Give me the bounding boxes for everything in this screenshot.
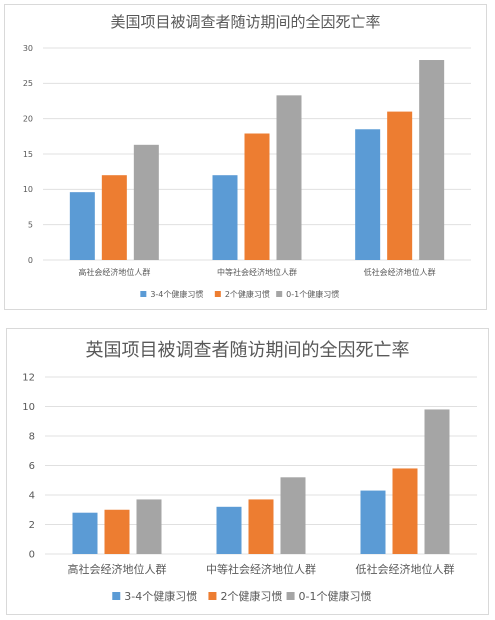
x-category-label: 高社会经济地位人群 [68,562,167,576]
bar [104,509,130,554]
bar [216,506,242,554]
bar [355,129,381,260]
x-category-label: 低社会经济地位人群 [364,267,436,277]
bar [69,192,95,260]
legend-swatch [214,291,221,297]
y-tick-label: 0 [28,256,33,265]
x-category-label: 低社会经济地位人群 [356,562,455,576]
legend-label: 0-1个健康习惯 [299,589,372,603]
y-tick-label: 10 [23,185,33,194]
legend-swatch [208,592,217,600]
y-tick-label: 4 [29,491,35,502]
y-tick-label: 15 [23,150,33,159]
bar [387,111,413,260]
chart-panel-us: 美国项目被调查者随访期间的全因死亡率 0 5 10 15 20 25 30 高社会经济地位人群 中… [4,4,487,310]
legend-label: 2个健康习惯 [225,289,270,299]
bar [212,175,238,260]
chart-panel-uk: 英国项目被调查者随访期间的全因死亡率 0 2 4 6 8 10 12 高社会经济地位人群 中等社会… [6,328,489,615]
legend-label: 3-4个健康习惯 [150,289,203,299]
chart-uk: 英国项目被调查者随访期间的全因死亡率 0 2 4 6 8 10 12 高社会经济地位人群 中等社会… [22,340,477,603]
bar [133,144,159,260]
chart-title: 英国项目被调查者随访期间的全因死亡率 [86,340,410,361]
legend: 3-4个健康习惯 2个健康习惯 0-1个健康习惯 [112,589,372,603]
bar [72,512,98,554]
legend-swatch [112,592,121,600]
bar [392,468,418,554]
legend-label: 2个健康习惯 [220,589,282,603]
bar [276,95,302,260]
chart-title: 美国项目被调查者随访期间的全因死亡率 [110,13,380,31]
legend-swatch [286,592,295,600]
y-tick-label: 6 [29,461,35,472]
legend-label: 0-1个健康习惯 [286,289,339,299]
bar [424,409,450,554]
legend-swatch [140,291,147,297]
legend-label: 3-4个健康习惯 [124,589,197,603]
y-tick-label: 5 [28,220,33,229]
x-category-label: 高社会经济地位人群 [78,267,150,277]
y-tick-label: 30 [23,44,33,53]
y-tick-label: 10 [22,402,35,413]
bar [360,490,386,554]
y-tick-label: 0 [29,550,35,561]
legend: 3-4个健康习惯 2个健康习惯 0-1个健康习惯 [140,289,339,299]
y-tick-label: 20 [23,114,33,123]
bar [280,477,306,554]
y-tick-label: 25 [23,79,33,88]
y-tick-label: 2 [29,520,35,531]
y-tick-label: 8 [29,432,35,443]
x-category-label: 中等社会经济地位人群 [206,562,316,576]
bar [244,133,270,260]
x-category-label: 中等社会经济地位人群 [217,267,297,277]
bar [101,175,127,260]
chart-us: 美国项目被调查者随访期间的全因死亡率 0 5 10 15 20 25 30 高社会经济地位人群 中… [23,13,471,299]
bar [136,499,162,554]
bar [248,499,274,554]
bar [419,60,445,260]
legend-swatch [276,291,283,297]
y-tick-label: 12 [22,373,35,384]
